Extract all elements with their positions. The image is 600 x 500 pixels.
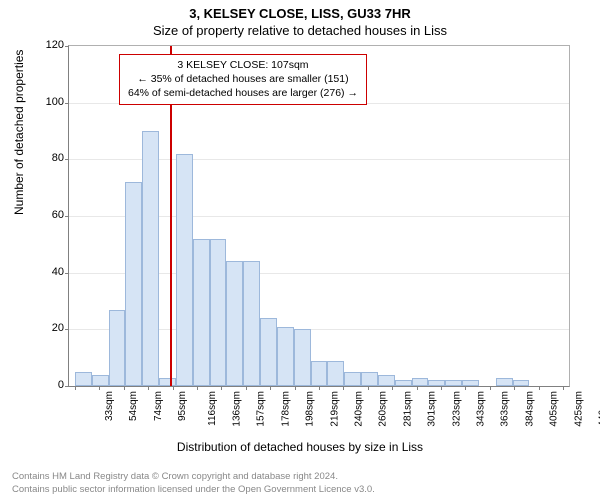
y-tick-label: 0 <box>34 379 64 391</box>
annotation-line2: ← 35% of detached houses are smaller (15… <box>128 72 358 86</box>
x-axis-label: Distribution of detached houses by size … <box>0 440 600 454</box>
y-tick-label: 80 <box>34 152 64 164</box>
chart-title-line2: Size of property relative to detached ho… <box>0 21 600 38</box>
x-tick-label: 136sqm <box>232 391 243 427</box>
histogram-bar <box>378 375 395 386</box>
y-tick-label: 100 <box>34 96 64 108</box>
histogram-bar <box>496 378 513 387</box>
y-tick-label: 40 <box>34 266 64 278</box>
histogram-bar <box>327 361 344 387</box>
histogram-bar <box>75 372 92 386</box>
x-tick-label: 219sqm <box>329 391 340 427</box>
histogram-bar <box>193 239 210 386</box>
y-axis-labels: 020406080100120 <box>0 45 68 385</box>
x-tick-label: 323sqm <box>451 391 462 427</box>
annotation-line3: 64% of semi-detached houses are larger (… <box>128 86 358 100</box>
histogram-bar <box>412 378 429 387</box>
x-tick-label: 240sqm <box>354 391 365 427</box>
x-tick-label: 260sqm <box>378 391 389 427</box>
y-axis-label: Number of detached properties <box>12 50 26 215</box>
x-tick-label: 384sqm <box>524 391 535 427</box>
histogram-bar <box>159 378 176 387</box>
histogram-bar <box>277 327 294 387</box>
histogram-bar <box>311 361 328 387</box>
histogram-bar <box>109 310 126 387</box>
x-tick-label: 95sqm <box>177 391 188 421</box>
histogram-bar <box>210 239 227 386</box>
x-tick-label: 116sqm <box>206 391 217 426</box>
chart-title-line1: 3, KELSEY CLOSE, LISS, GU33 7HR <box>0 0 600 21</box>
histogram-bar <box>260 318 277 386</box>
histogram-bar <box>176 154 193 386</box>
histogram-bar <box>125 182 142 386</box>
x-tick-label: 198sqm <box>305 391 316 427</box>
histogram-bar <box>294 329 311 386</box>
histogram-bar <box>142 131 159 386</box>
y-tick-label: 60 <box>34 209 64 221</box>
x-tick-label: 301sqm <box>427 391 438 427</box>
histogram-bar <box>361 372 378 386</box>
x-tick-label: 405sqm <box>549 391 560 427</box>
histogram-bar <box>395 380 412 386</box>
x-tick-label: 425sqm <box>573 391 584 427</box>
x-tick-label: 343sqm <box>476 391 487 427</box>
y-tick-label: 20 <box>34 322 64 334</box>
annotation-callout: 3 KELSEY CLOSE: 107sqm ← 35% of detached… <box>119 54 367 105</box>
footer-line1: Contains HM Land Registry data © Crown c… <box>12 471 375 483</box>
x-tick-label: 363sqm <box>500 391 511 427</box>
x-tick-label: 157sqm <box>256 391 267 427</box>
histogram-bar <box>92 375 109 386</box>
footer-attribution: Contains HM Land Registry data © Crown c… <box>12 471 375 496</box>
x-tick-label: 54sqm <box>128 391 139 421</box>
histogram-bar <box>344 372 361 386</box>
histogram-bar <box>445 380 462 386</box>
histogram-bar <box>428 380 445 386</box>
footer-line2: Contains public sector information licen… <box>12 484 375 496</box>
annotation-line1: 3 KELSEY CLOSE: 107sqm <box>128 58 358 72</box>
x-tick-label: 33sqm <box>104 391 115 421</box>
x-tick-label: 178sqm <box>280 391 291 427</box>
histogram-bar <box>226 261 243 386</box>
x-tick-label: 281sqm <box>402 391 413 427</box>
y-tick-label: 120 <box>34 39 64 51</box>
chart-plot-area: 3 KELSEY CLOSE: 107sqm ← 35% of detached… <box>68 45 570 387</box>
x-tick-label: 74sqm <box>153 391 164 421</box>
histogram-bar <box>243 261 260 386</box>
